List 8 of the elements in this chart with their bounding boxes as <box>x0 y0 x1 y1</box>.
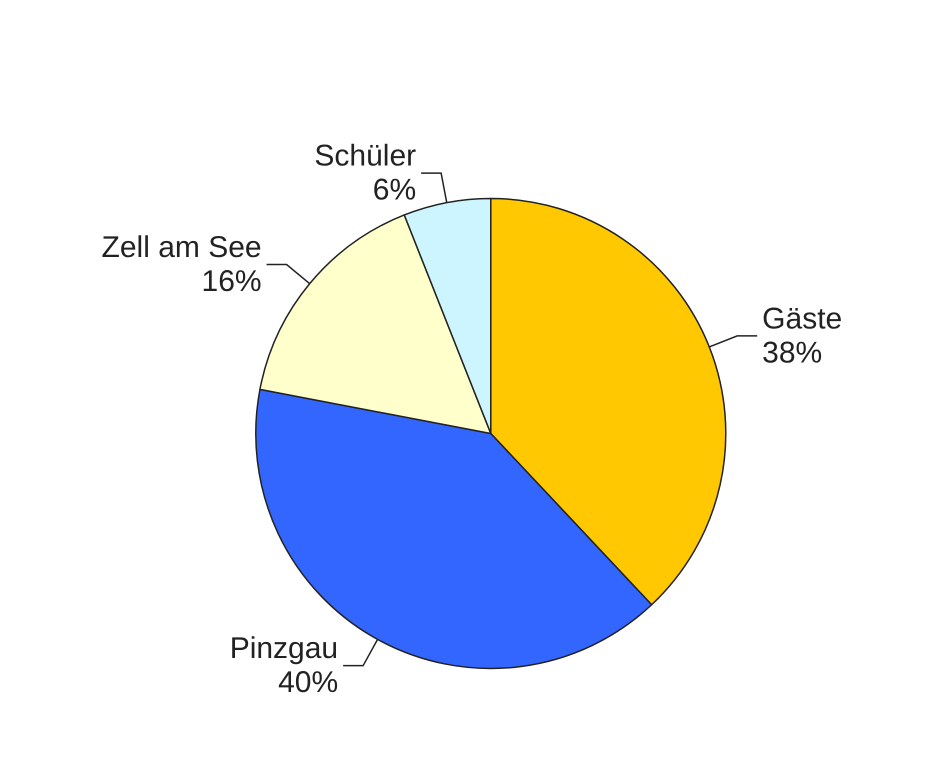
data-label: 40% <box>278 666 338 700</box>
data-label: 6% <box>372 174 416 207</box>
data-label: 16% <box>202 265 262 298</box>
data-label: 38% <box>762 336 822 370</box>
slice-label: Schüler <box>314 140 416 173</box>
slice-label: Pinzgau <box>230 632 338 666</box>
slice-label: Gäste <box>762 302 842 336</box>
slice-label: Zell am See <box>102 231 262 264</box>
